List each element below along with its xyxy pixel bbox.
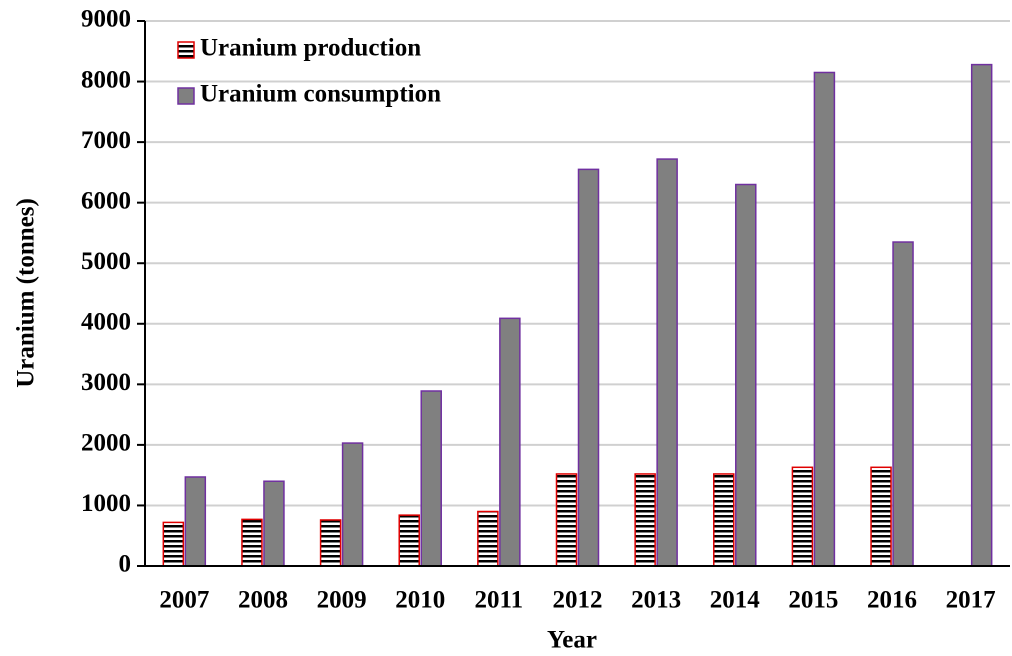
bar: [499, 317, 521, 567]
x-tick-label: 2011: [475, 587, 524, 614]
y-tick-label: 7000: [81, 127, 131, 154]
bar: [577, 168, 600, 567]
bar: [892, 241, 914, 567]
bar: [319, 519, 342, 567]
y-tick-label: 0: [119, 551, 132, 578]
x-axis-label: Year: [547, 627, 597, 654]
bar: [813, 71, 836, 567]
x-tick-label: 2014: [710, 587, 761, 614]
y-tick-label: 1000: [81, 490, 131, 517]
bar: [735, 183, 757, 567]
y-tick-label: 9000: [81, 6, 131, 33]
x-tick-label: 2017: [946, 587, 996, 614]
x-tick-label: 2007: [159, 587, 209, 614]
bar: [713, 473, 735, 567]
bar: [398, 514, 420, 567]
bar: [555, 473, 578, 567]
bar: [970, 63, 993, 567]
bar: [634, 473, 656, 567]
legend-swatch: [177, 41, 195, 59]
y-tick-label: 3000: [81, 369, 131, 396]
y-tick-label: 5000: [81, 248, 131, 275]
x-tick-label: 2016: [867, 587, 917, 614]
bar: [184, 476, 207, 567]
legend-label: Uranium consumption: [200, 81, 441, 108]
legend-swatch: [177, 87, 195, 105]
bar: [477, 510, 499, 567]
y-tick-label: 8000: [81, 66, 131, 93]
bar: [791, 466, 814, 567]
legend-label: Uranium production: [200, 35, 421, 62]
bar: [656, 158, 678, 567]
x-tick-label: 2015: [788, 587, 838, 614]
x-tick-label: 2012: [553, 587, 603, 614]
bar: [341, 442, 364, 567]
x-tick-label: 2010: [395, 587, 445, 614]
bar: [241, 518, 263, 567]
x-tick-label: 2008: [238, 587, 288, 614]
x-tick-label: 2013: [631, 587, 681, 614]
bar: [870, 466, 892, 567]
y-tick-label: 4000: [81, 309, 131, 336]
y-tick-label: 6000: [81, 187, 131, 214]
bar: [420, 390, 442, 567]
bar: [162, 521, 185, 567]
bar: [263, 480, 285, 567]
y-axis-label: Uranium (tonnes): [13, 198, 40, 388]
y-tick-label: 2000: [81, 430, 131, 457]
x-tick-label: 2009: [317, 587, 367, 614]
